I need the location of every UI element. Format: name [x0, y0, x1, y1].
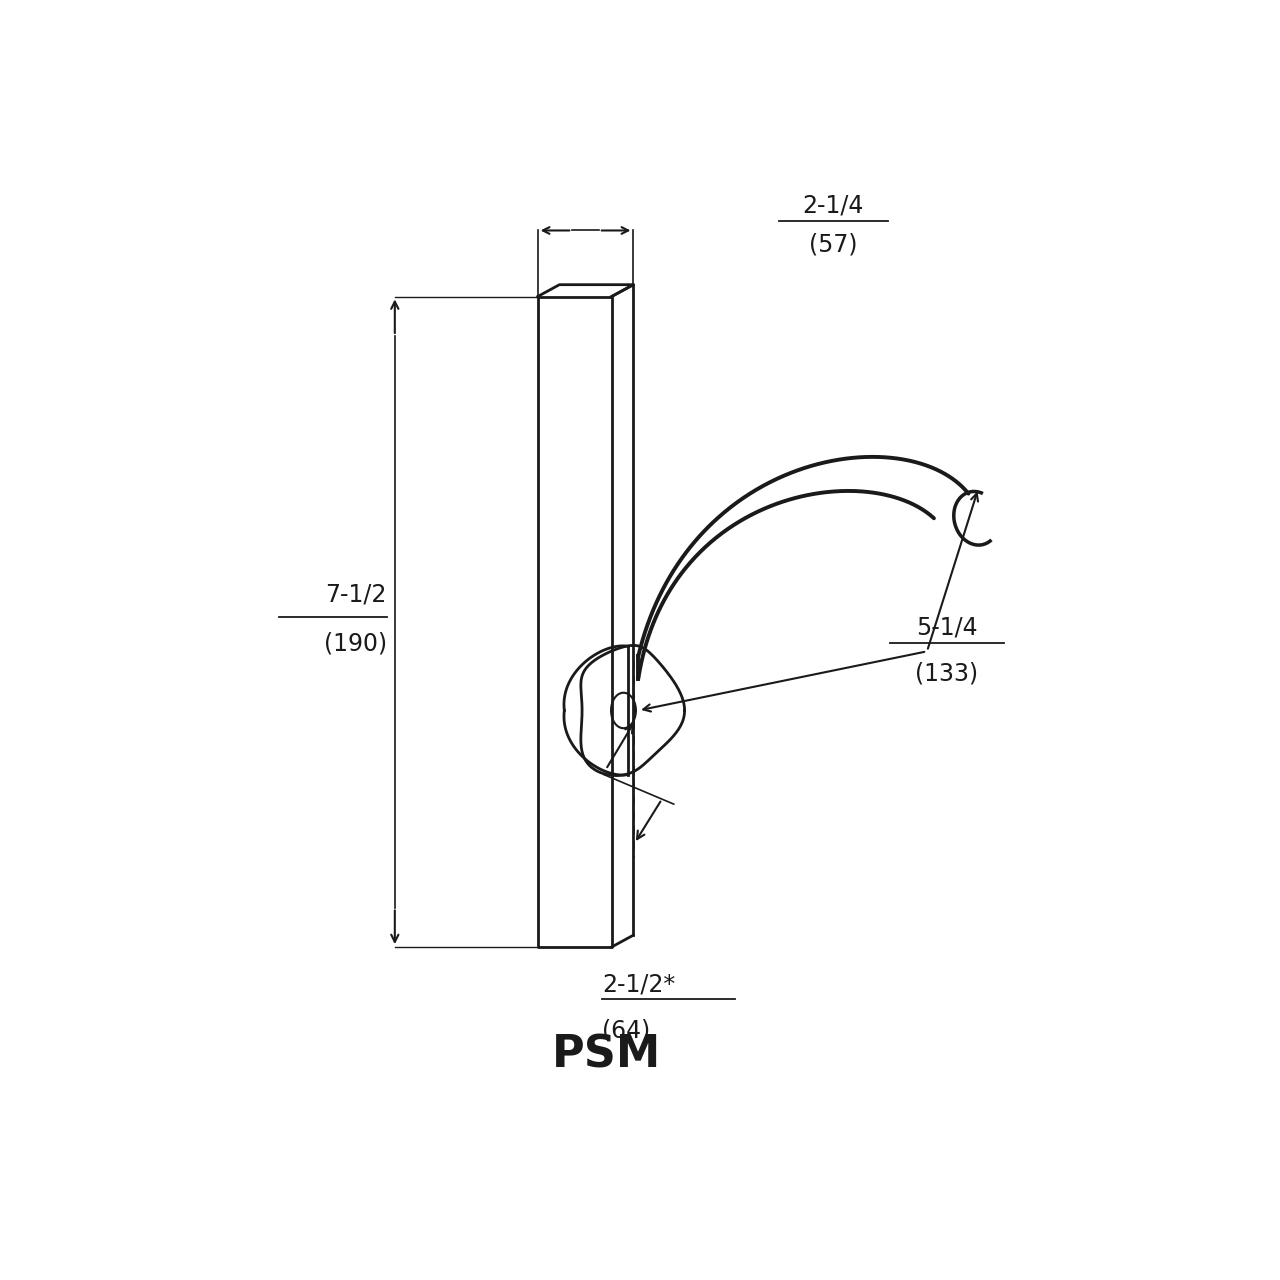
Text: 5-1/4: 5-1/4 [916, 616, 978, 640]
Text: (57): (57) [809, 233, 858, 256]
Text: (190): (190) [324, 631, 387, 655]
Text: (64): (64) [602, 1019, 650, 1043]
Text: 7-1/2: 7-1/2 [325, 582, 387, 607]
Text: PSM: PSM [552, 1034, 662, 1076]
Text: (133): (133) [915, 662, 978, 685]
Text: 2-1/2*: 2-1/2* [602, 973, 675, 996]
Text: 2-1/4: 2-1/4 [803, 193, 864, 218]
